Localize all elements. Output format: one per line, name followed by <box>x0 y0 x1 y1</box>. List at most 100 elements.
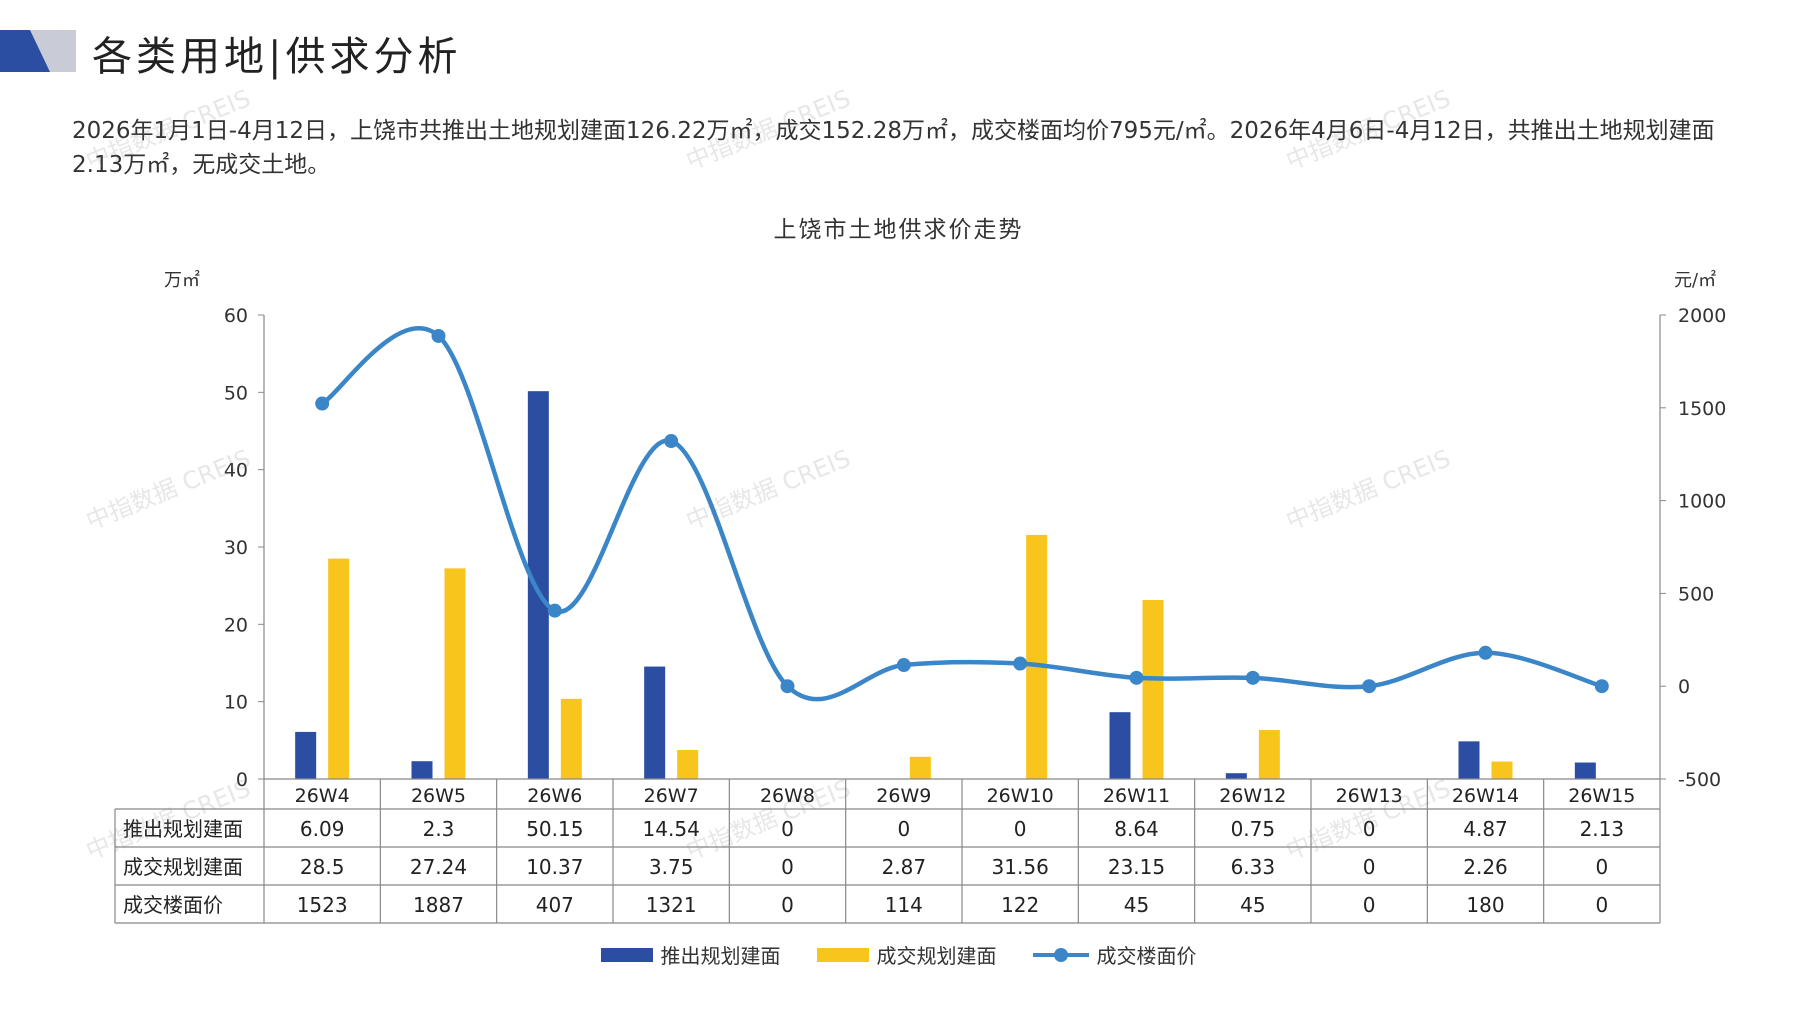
legend-item-deal: 成交规划建面 <box>816 940 997 969</box>
table-cell: 2.3 <box>423 817 455 841</box>
left-tick-label: 40 <box>224 460 248 482</box>
right-tick-label: 1500 <box>1678 398 1726 420</box>
price-point <box>1478 645 1493 660</box>
table-cell: 0 <box>781 855 794 879</box>
table-row-label: 成交楼面价 <box>123 893 223 917</box>
price-point <box>431 328 446 343</box>
table-cell: 0 <box>781 893 794 917</box>
x-tick-label: 26W5 <box>411 785 466 807</box>
legend-label-deal: 成交规划建面 <box>876 944 997 968</box>
price-point <box>1129 670 1144 685</box>
table-cell: 14.54 <box>643 817 700 841</box>
legend-label-price: 成交楼面价 <box>1096 944 1197 968</box>
table-row-label: 推出规划建面 <box>123 817 243 841</box>
table-cell: 0 <box>1363 855 1376 879</box>
table-cell: 31.56 <box>992 855 1049 879</box>
bar-deal <box>560 698 582 779</box>
legend-swatch-price <box>1032 947 1089 962</box>
table-cell: 6.33 <box>1231 855 1276 879</box>
price-point <box>780 679 795 694</box>
table-cell: 2.87 <box>882 855 927 879</box>
bar-deal <box>1142 599 1164 779</box>
right-tick-label: 1000 <box>1678 491 1726 513</box>
left-tick-label: 50 <box>224 382 248 404</box>
bar-supply <box>644 666 666 779</box>
table-cell: 407 <box>536 893 574 917</box>
price-point <box>1594 679 1609 694</box>
right-tick-label: 2000 <box>1678 305 1726 327</box>
table-cell: 180 <box>1466 893 1504 917</box>
x-tick-label: 26W9 <box>876 785 931 807</box>
table-cell: 1887 <box>413 893 464 917</box>
left-axis-unit: 万㎡ <box>164 270 200 291</box>
table-cell: 1523 <box>297 893 348 917</box>
table-cell: 0 <box>1595 893 1608 917</box>
table-cell: 1321 <box>646 893 697 917</box>
table-cell: 45 <box>1124 893 1149 917</box>
bar-supply <box>295 731 317 779</box>
table-cell: 45 <box>1240 893 1265 917</box>
left-tick-label: 20 <box>224 614 248 636</box>
table-cell: 2.13 <box>1580 817 1625 841</box>
table-cell: 0.75 <box>1231 817 1276 841</box>
legend-label-supply: 推出规划建面 <box>660 944 781 968</box>
legend-swatch-supply <box>600 947 653 962</box>
table-cell: 6.09 <box>300 817 345 841</box>
bar-deal <box>1258 730 1280 779</box>
table-cell: 0 <box>897 817 910 841</box>
price-point <box>547 603 562 618</box>
bar-deal <box>909 756 931 779</box>
x-tick-label: 26W4 <box>295 785 350 807</box>
bar-deal <box>1026 534 1048 779</box>
price-point <box>315 396 330 411</box>
table-cell: 28.5 <box>300 855 345 879</box>
page-title: 各类用地|供求分析 <box>92 34 462 80</box>
table-cell: 122 <box>1001 893 1039 917</box>
table-cell: 27.24 <box>410 855 467 879</box>
left-tick-label: 30 <box>224 537 248 559</box>
chart-legend: 推出规划建面 成交规划建面 成交楼面价 <box>0 940 1797 969</box>
table-cell: 8.64 <box>1114 817 1159 841</box>
table-cell: 0 <box>1014 817 1027 841</box>
x-tick-label: 26W6 <box>527 785 582 807</box>
left-tick-label: 10 <box>224 692 248 714</box>
bar-supply <box>1458 741 1480 779</box>
x-tick-label: 26W7 <box>644 785 699 807</box>
table-cell: 23.15 <box>1108 855 1165 879</box>
table-cell: 50.15 <box>526 817 583 841</box>
table-cell: 0 <box>1595 855 1608 879</box>
bar-deal <box>328 558 350 779</box>
table-cell: 2.26 <box>1463 855 1508 879</box>
chart-title: 上饶市土地供求价走势 <box>773 217 1024 243</box>
price-point <box>896 658 911 673</box>
bar-deal <box>1491 761 1513 779</box>
table-cell: 3.75 <box>649 855 694 879</box>
bar-supply <box>1574 762 1596 779</box>
logo-mark <box>0 30 76 72</box>
bar-supply <box>1109 712 1131 779</box>
summary-text: 2026年1月1日-4月12日，上饶市共推出土地规划建面126.22万㎡，成交1… <box>72 118 1715 178</box>
legend-item-price: 成交楼面价 <box>1032 940 1197 969</box>
table-cell: 0 <box>1363 817 1376 841</box>
x-tick-label: 26W15 <box>1568 785 1635 807</box>
price-point <box>664 434 679 449</box>
bar-supply <box>411 761 433 779</box>
x-tick-label: 26W8 <box>760 785 815 807</box>
price-point <box>1362 679 1377 694</box>
bar-supply <box>527 391 549 779</box>
legend-item-supply: 推出规划建面 <box>600 940 781 969</box>
x-tick-label: 26W13 <box>1336 785 1403 807</box>
x-tick-label: 26W11 <box>1103 785 1170 807</box>
table-cell: 4.87 <box>1463 817 1508 841</box>
legend-swatch-deal <box>816 947 869 962</box>
right-axis-unit: 元/㎡ <box>1674 270 1717 291</box>
left-tick-label: 60 <box>224 305 248 327</box>
right-tick-label: 0 <box>1678 676 1690 698</box>
bar-deal <box>444 568 466 779</box>
x-tick-label: 26W14 <box>1452 785 1519 807</box>
table-cell: 114 <box>885 893 923 917</box>
price-line <box>320 326 1603 702</box>
x-tick-label: 26W12 <box>1219 785 1286 807</box>
table-cell: 10.37 <box>526 855 583 879</box>
